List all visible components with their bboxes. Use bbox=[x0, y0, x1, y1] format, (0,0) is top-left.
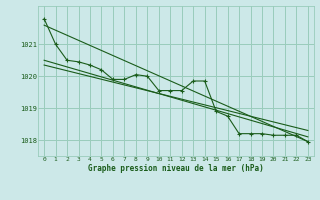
X-axis label: Graphe pression niveau de la mer (hPa): Graphe pression niveau de la mer (hPa) bbox=[88, 164, 264, 173]
